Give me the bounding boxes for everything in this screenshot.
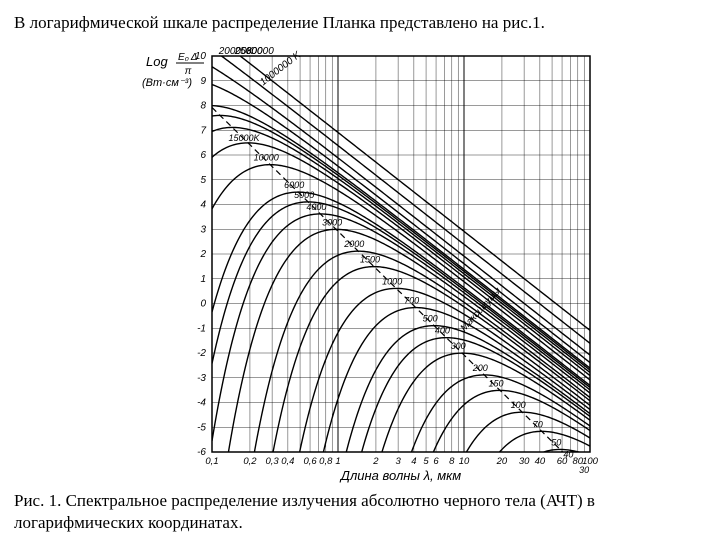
svg-text:0,6: 0,6 <box>303 456 317 467</box>
svg-text:4: 4 <box>411 456 416 467</box>
svg-text:9: 9 <box>200 76 206 87</box>
svg-text:Log: Log <box>146 54 168 69</box>
svg-text:2: 2 <box>372 456 379 467</box>
svg-text:50: 50 <box>551 437 561 447</box>
svg-text:7: 7 <box>200 125 206 136</box>
svg-text:0,8: 0,8 <box>319 456 333 467</box>
svg-text:30: 30 <box>519 456 530 467</box>
svg-text:700: 700 <box>404 296 419 306</box>
svg-text:5000: 5000 <box>294 190 314 200</box>
svg-text:-1: -1 <box>197 323 206 334</box>
svg-text:5: 5 <box>423 456 429 467</box>
svg-text:2: 2 <box>199 249 206 260</box>
svg-text:400: 400 <box>435 326 450 336</box>
svg-text:0,1: 0,1 <box>205 456 218 467</box>
svg-text:0,4: 0,4 <box>281 456 294 467</box>
svg-text:1000: 1000 <box>382 276 402 286</box>
svg-text:0,3: 0,3 <box>266 456 280 467</box>
svg-text:6000: 6000 <box>284 180 304 190</box>
svg-text:0: 0 <box>200 299 206 310</box>
svg-text:π: π <box>185 66 192 77</box>
svg-text:100: 100 <box>511 400 526 410</box>
svg-text:100: 100 <box>582 456 599 467</box>
svg-text:1500: 1500 <box>360 255 380 265</box>
svg-text:E₀ Δ: E₀ Δ <box>178 52 198 63</box>
svg-text:-3: -3 <box>197 373 206 384</box>
svg-text:70: 70 <box>533 419 543 429</box>
svg-text:(Вт·см⁻³): (Вт·см⁻³) <box>142 77 192 89</box>
planck-distribution-chart: 15000K1000060005000400030002000150010007… <box>130 40 600 488</box>
svg-text:15000K: 15000K <box>228 133 260 143</box>
figure-caption: Рис. 1. Спектральное распределение излуч… <box>14 490 706 534</box>
svg-text:60: 60 <box>557 456 568 467</box>
svg-text:8: 8 <box>200 101 206 112</box>
svg-text:4: 4 <box>200 200 206 211</box>
svg-text:3: 3 <box>395 456 401 467</box>
svg-text:20: 20 <box>496 456 508 467</box>
svg-text:-4: -4 <box>197 398 206 409</box>
svg-text:300: 300 <box>451 341 466 351</box>
svg-text:8: 8 <box>449 456 455 467</box>
svg-text:2000: 2000 <box>343 239 364 249</box>
svg-text:3000: 3000 <box>322 217 342 227</box>
svg-text:150: 150 <box>488 378 503 388</box>
svg-text:-2: -2 <box>197 348 206 359</box>
svg-text:10: 10 <box>459 456 470 467</box>
svg-text:1: 1 <box>200 274 206 285</box>
svg-text:Длина волны λ, мкм: Длина волны λ, мкм <box>339 468 461 483</box>
svg-text:200: 200 <box>472 363 488 373</box>
svg-text:10000: 10000 <box>254 153 279 163</box>
chart-svg: 15000K1000060005000400030002000150010007… <box>130 40 600 488</box>
svg-text:-5: -5 <box>197 422 206 433</box>
svg-text:5: 5 <box>200 175 206 186</box>
svg-text:4000: 4000 <box>306 202 326 212</box>
intro-text: В логарифмической шкале распределение Пл… <box>14 12 545 33</box>
svg-text:500: 500 <box>423 314 438 324</box>
svg-text:0,2: 0,2 <box>243 456 257 467</box>
svg-text:3: 3 <box>200 224 206 235</box>
svg-text:40: 40 <box>535 456 546 467</box>
svg-text:1: 1 <box>335 456 340 467</box>
svg-text:6: 6 <box>200 150 206 161</box>
svg-text:6: 6 <box>433 456 439 467</box>
svg-text:30000: 30000 <box>246 46 274 57</box>
